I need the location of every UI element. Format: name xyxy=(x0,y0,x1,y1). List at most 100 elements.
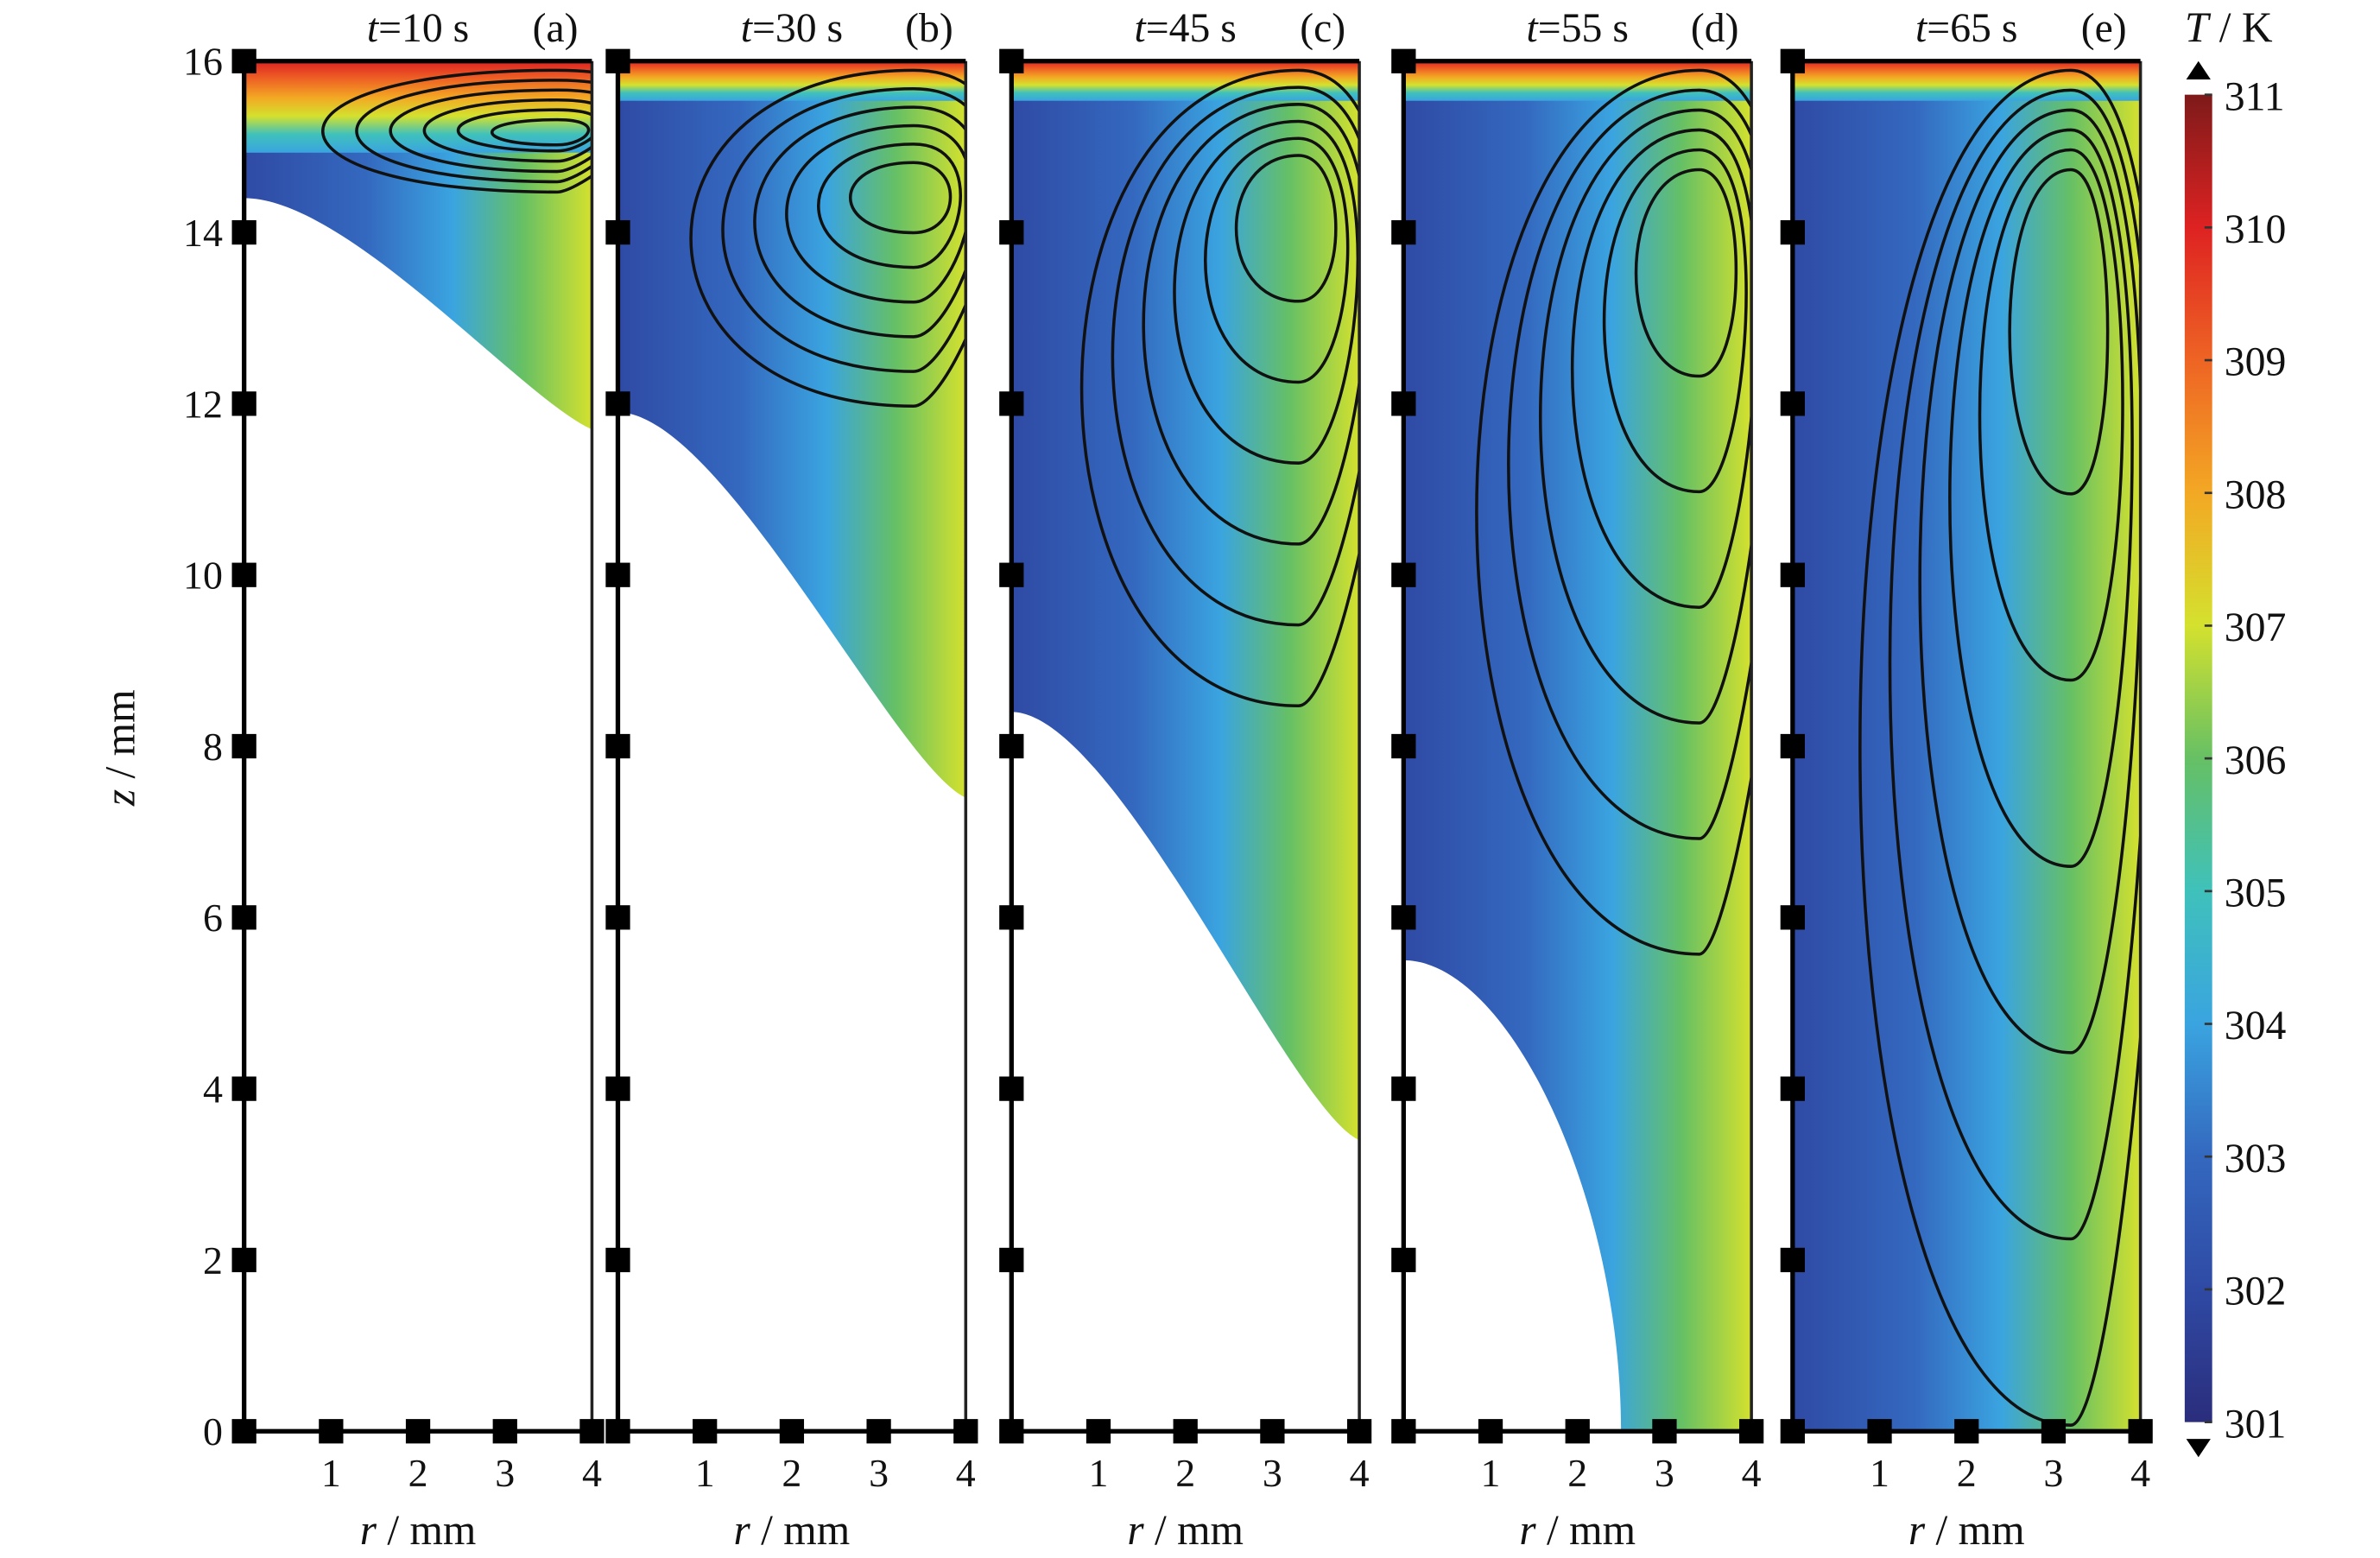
panel-time-title: t=55 s xyxy=(1527,5,1629,51)
panel-label: (c) xyxy=(1300,5,1345,51)
x-tick-mark xyxy=(866,1419,891,1444)
streamline xyxy=(1634,168,1738,378)
hot-top-band xyxy=(1403,60,1752,101)
streamline xyxy=(490,117,591,147)
y-tick-mark xyxy=(999,1076,1024,1101)
panel-label: (d) xyxy=(1691,5,1739,51)
colorbar-tick-label: 305 xyxy=(2225,871,2287,916)
streamline xyxy=(721,86,966,373)
temperature-fill xyxy=(1011,60,1360,1141)
streamline xyxy=(1888,88,2141,1241)
colorbar-tick-label: 304 xyxy=(2225,1003,2287,1048)
y-tick-label: 4 xyxy=(203,1067,223,1112)
colorbar-tick-label: 303 xyxy=(2225,1136,2287,1181)
y-tick-mark xyxy=(231,733,256,759)
y-tick-mark xyxy=(1780,562,1805,587)
streamline xyxy=(1507,88,1752,840)
y-tick-mark xyxy=(231,1076,256,1101)
y-tick-mark xyxy=(999,1247,1024,1273)
colorbar-tick-label: 309 xyxy=(2225,339,2287,385)
panel-c: 1 2 3 4 r / mm t=45 s (c) xyxy=(999,5,1372,1554)
y-tick-mark xyxy=(605,1076,630,1101)
y-tick-mark xyxy=(605,219,630,245)
y-tick-label: 2 xyxy=(203,1238,223,1282)
streamline xyxy=(817,142,963,269)
x-tick-mark xyxy=(1346,1419,1372,1444)
y-tick-labels: 0 2 4 6 8 10 12 14 16 xyxy=(183,40,223,1454)
panel-time-title: t=30 s xyxy=(741,5,843,51)
colorbar: 301 302 303 304 305 306 307 308 309 310 311 T / K xyxy=(2184,3,2287,1458)
y-tick-mark xyxy=(1780,1247,1805,1273)
y-tick-label: 12 xyxy=(183,382,223,426)
colorbar-tick-label: 308 xyxy=(2225,472,2287,517)
streamline xyxy=(389,88,592,174)
y-tick-mark xyxy=(1391,733,1416,759)
y-tick-mark xyxy=(999,733,1024,759)
x-tick-mark xyxy=(319,1419,344,1444)
x-tick-label: 3 xyxy=(2043,1451,2063,1495)
x-axis-label: r / mm xyxy=(1908,1506,2025,1554)
x-tick-mark xyxy=(779,1419,805,1444)
y-tick-mark xyxy=(231,905,256,930)
streamline xyxy=(689,68,966,408)
y-tick-mark xyxy=(1780,391,1805,416)
streamline xyxy=(753,105,966,339)
streamline xyxy=(1602,148,1748,494)
y-tick-mark xyxy=(1391,905,1416,930)
y-tick-mark xyxy=(605,562,630,587)
y-tick-mark xyxy=(231,48,256,73)
panels: 1 2 3 4 r / mm t=10 s (a) 1 2 3 4 r / mm t=30 s (b) 1 2… xyxy=(231,5,2153,1554)
x-axis-label: r / mm xyxy=(360,1506,477,1554)
colorbar-tick-label: 310 xyxy=(2225,206,2287,252)
x-tick-mark xyxy=(1954,1419,1979,1444)
colorbar-tick-label: 311 xyxy=(2225,73,2285,119)
x-tick-label: 4 xyxy=(582,1451,602,1495)
y-tick-mark xyxy=(1780,1419,1805,1444)
y-tick-mark xyxy=(999,562,1024,587)
colorbar-title: T / K xyxy=(2185,3,2273,51)
y-tick-mark xyxy=(231,1247,256,1273)
y-tick-mark xyxy=(999,905,1024,930)
y-tick-mark xyxy=(1780,733,1805,759)
y-tick-mark xyxy=(1391,1247,1416,1273)
x-tick-label: 3 xyxy=(1263,1451,1282,1495)
y-tick-mark xyxy=(1391,1419,1416,1444)
x-tick-mark xyxy=(2041,1419,2067,1444)
y-tick-label: 8 xyxy=(203,725,223,769)
colorbar-tick-label: 302 xyxy=(2225,1269,2287,1314)
colorbar-tick-label: 301 xyxy=(2225,1401,2287,1447)
panel-time-title: t=45 s xyxy=(1135,5,1237,51)
streamline xyxy=(1111,86,1360,627)
streamline xyxy=(1204,136,1350,384)
temperature-fill xyxy=(244,60,592,430)
x-tick-mark xyxy=(1173,1419,1198,1444)
y-axis-label: z / mm xyxy=(96,689,143,807)
temperature-field xyxy=(1011,60,1360,1141)
panel-time-title: t=65 s xyxy=(1915,5,2017,51)
y-tick-mark xyxy=(605,905,630,930)
hot-top-band xyxy=(1011,60,1360,101)
x-tick-label: 1 xyxy=(1870,1451,1889,1495)
x-tick-label: 2 xyxy=(1957,1451,1977,1495)
x-tick-mark xyxy=(1478,1419,1503,1444)
panel-label: (a) xyxy=(533,5,579,51)
streamline xyxy=(1539,108,1752,725)
y-tick-mark xyxy=(999,1419,1024,1444)
streamline xyxy=(1234,154,1338,303)
y-tick-mark xyxy=(1780,219,1805,245)
y-tick-label: 14 xyxy=(183,211,223,255)
y-tick-label: 0 xyxy=(203,1409,223,1454)
y-tick-mark xyxy=(1780,1076,1805,1101)
streamline xyxy=(1173,119,1360,465)
x-tick-mark xyxy=(1867,1419,1892,1444)
y-tick-mark xyxy=(1391,1076,1416,1101)
x-tick-mark xyxy=(2128,1419,2153,1444)
streamline xyxy=(1142,103,1360,546)
y-tick-mark xyxy=(1391,391,1416,416)
x-tick-mark xyxy=(1652,1419,1677,1444)
y-tick-mark xyxy=(1391,48,1416,73)
streamline xyxy=(1948,128,2134,868)
y-tick-mark xyxy=(605,733,630,759)
y-tick-mark xyxy=(1780,48,1805,73)
